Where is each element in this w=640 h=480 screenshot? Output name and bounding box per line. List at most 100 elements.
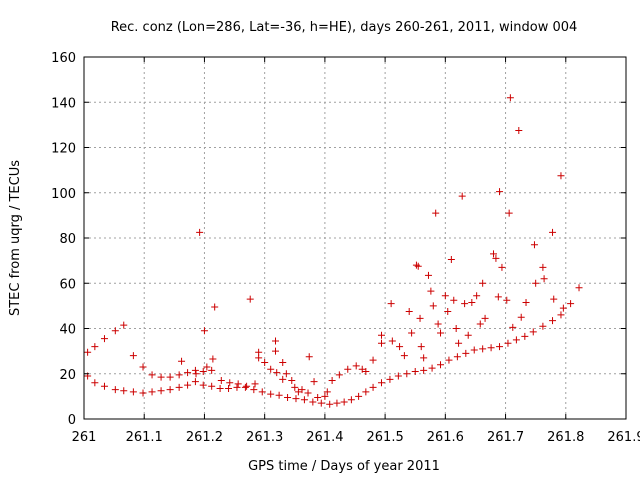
x-tick-label: 261 bbox=[72, 430, 97, 445]
data-point bbox=[129, 352, 137, 360]
data-point bbox=[300, 396, 308, 404]
data-point bbox=[377, 331, 385, 339]
data-point bbox=[225, 384, 233, 392]
y-tick-label: 160 bbox=[51, 51, 76, 66]
y-tick-labels: 0 20 40 60 80 100 120 140 160 bbox=[51, 51, 76, 428]
data-point bbox=[340, 398, 348, 406]
x-tick-label: 261.2 bbox=[186, 430, 223, 445]
data-point bbox=[175, 371, 183, 379]
data-point bbox=[405, 308, 413, 316]
data-point bbox=[420, 354, 428, 362]
data-point bbox=[452, 325, 460, 332]
data-point bbox=[476, 320, 484, 328]
data-point bbox=[450, 296, 458, 304]
data-point bbox=[84, 348, 92, 356]
data-point bbox=[199, 367, 207, 375]
data-point bbox=[386, 375, 394, 383]
data-point bbox=[532, 279, 540, 287]
data-point bbox=[529, 328, 537, 336]
data-point bbox=[429, 302, 437, 310]
x-tick-label: 261.3 bbox=[246, 430, 283, 445]
chart-title: Rec. conz (Lon=286, Lat=-36, h=HE), days… bbox=[111, 20, 578, 35]
data-point bbox=[549, 228, 557, 236]
data-point bbox=[369, 356, 377, 364]
data-point bbox=[148, 371, 156, 379]
data-point bbox=[196, 228, 204, 236]
data-point bbox=[362, 367, 370, 375]
data-point bbox=[575, 284, 583, 292]
data-point bbox=[417, 343, 425, 351]
data-point bbox=[279, 358, 287, 366]
data-point bbox=[251, 380, 259, 388]
data-point bbox=[473, 292, 481, 300]
data-point bbox=[441, 292, 449, 300]
data-point bbox=[291, 383, 299, 391]
data-point bbox=[120, 387, 128, 395]
data-point bbox=[377, 379, 385, 387]
data-point bbox=[100, 335, 108, 343]
data-point bbox=[288, 377, 296, 385]
data-point bbox=[504, 339, 512, 347]
x-tick-label: 261.1 bbox=[126, 430, 163, 445]
data-point bbox=[445, 356, 453, 364]
data-point bbox=[400, 352, 408, 360]
data-point bbox=[178, 357, 186, 365]
data-point bbox=[444, 308, 452, 316]
data-point bbox=[100, 382, 108, 390]
data-point bbox=[515, 127, 523, 135]
data-point bbox=[550, 295, 558, 303]
data-point bbox=[226, 379, 234, 387]
data-point bbox=[111, 386, 119, 394]
y-tick-label: 0 bbox=[68, 413, 76, 428]
data-point bbox=[166, 386, 174, 394]
data-point bbox=[437, 329, 445, 337]
data-point bbox=[191, 366, 199, 374]
data-point bbox=[314, 394, 322, 402]
data-point bbox=[503, 296, 511, 304]
data-point bbox=[479, 279, 487, 287]
data-point bbox=[272, 347, 280, 355]
y-axis-label: STEC from uqrg / TECUs bbox=[8, 160, 23, 316]
data-point bbox=[388, 337, 396, 345]
data-point bbox=[377, 339, 385, 347]
data-point bbox=[498, 263, 506, 271]
data-point bbox=[323, 388, 331, 396]
data-point bbox=[344, 365, 352, 373]
y-tick-label: 80 bbox=[59, 232, 76, 247]
data-point bbox=[505, 209, 513, 217]
x-axis-label: GPS time / Days of year 2011 bbox=[248, 459, 440, 474]
data-point bbox=[200, 327, 208, 335]
data-point bbox=[521, 332, 529, 340]
x-tick-labels: 261 261.1 261.2 261.3 261.4 261.5 261.6 261.7 26… bbox=[72, 430, 640, 445]
data-point bbox=[139, 363, 147, 371]
data-point bbox=[157, 387, 165, 395]
x-tick-label: 261.7 bbox=[487, 430, 524, 445]
data-point bbox=[192, 370, 200, 378]
data-point bbox=[355, 392, 363, 400]
data-point bbox=[241, 383, 249, 391]
data-point bbox=[166, 373, 174, 381]
data-point bbox=[111, 327, 119, 335]
data-point bbox=[284, 394, 292, 402]
data-point bbox=[557, 172, 565, 180]
data-point bbox=[272, 337, 280, 345]
data-point bbox=[394, 372, 402, 380]
data-point bbox=[175, 383, 183, 391]
data-point bbox=[517, 313, 525, 321]
data-point bbox=[246, 295, 254, 303]
data-point bbox=[447, 255, 455, 263]
y-tick-label: 100 bbox=[51, 187, 76, 202]
data-point bbox=[91, 379, 99, 387]
y-tick-label: 20 bbox=[59, 368, 76, 383]
x-tick-label: 261.9 bbox=[607, 430, 640, 445]
data-point bbox=[461, 300, 469, 308]
data-point bbox=[479, 345, 487, 353]
data-point bbox=[258, 388, 266, 396]
data-point bbox=[530, 241, 538, 249]
data-point bbox=[539, 263, 547, 271]
data-point bbox=[129, 388, 137, 396]
data-point bbox=[309, 398, 317, 406]
data-points bbox=[84, 94, 583, 408]
data-point bbox=[358, 365, 366, 373]
data-point bbox=[492, 254, 500, 262]
